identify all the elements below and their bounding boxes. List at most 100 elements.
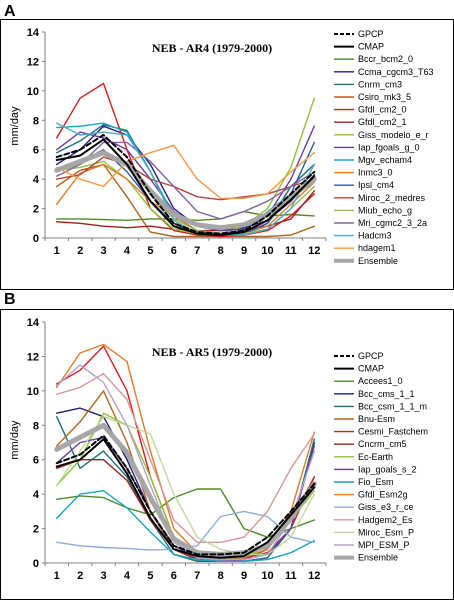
panel-a-series — [54, 82, 317, 238]
panel-b-legend-label-gfdl-esm2g: Gfdl_Esm2g — [358, 490, 408, 500]
panel-a-legend-label-miroc-2-medres: Miroc_2_medres — [358, 193, 426, 203]
panel-b-y-tick-label: 0 — [33, 558, 39, 570]
panel-b-y-tick-label: 4 — [33, 489, 40, 501]
panel-a-y-tick-label: 6 — [33, 145, 39, 157]
panel-a-y-tick-label: 12 — [27, 56, 39, 68]
panel-a-x-tick-label: 4 — [124, 245, 131, 257]
panel-a-x-ticks: 1 2 3 4 5 6 7 8 9 10 11 12 — [44, 238, 327, 257]
panel-b-series-fio-esm — [56, 490, 315, 562]
panel-a-series-miroc-2-medres — [56, 156, 315, 201]
panel-a-legend-label-cmap: CMAP — [358, 42, 384, 52]
panel-a-legend-label-cnrm-cm3: Cnrm_cm3 — [358, 79, 402, 89]
panel-a-legend-label-mgv-echam4: Mgv_echam4 — [358, 155, 412, 165]
panel-a-y-tick-label: 10 — [27, 86, 39, 98]
panel-a-x-tick-label: 10 — [261, 245, 273, 257]
panel-b-legend-label-iap-goals-s-2: Iap_goals_s_2 — [358, 464, 417, 474]
panel-a-legend-label-iap-fgoals-g-0: Iap_fgoals_g_0 — [358, 142, 420, 152]
panel-b-series — [54, 343, 317, 562]
panel-a-y-ticks: 0 2 4 6 8 10 12 14 — [27, 27, 45, 245]
panel-a-legend-label-bccr-bcm2-0: Bccr_bcm2_0 — [358, 54, 413, 64]
panel-b-legend-label-cncrm-cm5: Cncrm_cm5 — [358, 439, 407, 449]
panel-b-legend-label-bcc-cms-1-1: Bcc_cms_1_1 — [358, 389, 415, 399]
panel-a-legend-label-mri-cgmc2-3-2a: Mri_cgmc2_3_2a — [358, 218, 427, 228]
panel-a-x-tick-label: 3 — [100, 245, 106, 257]
panel-a-legend-label-inmc3-0: Inmc3_0 — [358, 168, 393, 178]
panel-a-series-giss-modelo-e-r — [56, 97, 315, 235]
panel-b-x-tick-label: 6 — [171, 570, 177, 582]
panel-b-y-tick-label: 6 — [33, 455, 39, 467]
panel-b-x-tick-label: 3 — [100, 570, 106, 582]
panel-a-legend-label-giss-modelo-e-r: Giss_modelo_e_r — [358, 130, 429, 140]
panel-b-y-tick-label: 2 — [33, 524, 39, 536]
panel-b-legend-label-mpi-esm-p: MPI_ESM_P — [358, 540, 410, 550]
panel-a-x-tick-label: 7 — [194, 245, 200, 257]
panel-b-legend-label-ensemble: Ensemble — [358, 553, 398, 563]
panel-a-legend-label-gpcp: GPCP — [358, 29, 384, 39]
panel-b-letter: B — [4, 291, 16, 308]
panel-a-letter: A — [4, 3, 16, 20]
panel-a-legend: GPCP CMAP Bccr_bcm2_0 Ccma_cgcm3_T63 Cnrm_cm… — [334, 29, 434, 266]
panel-a-series-gfdl-cm2-0 — [56, 82, 315, 238]
panel-a-series-gpcp — [55, 134, 316, 235]
panel-b-series-gpcp — [55, 434, 316, 556]
panel-b-series-mpi-esm-p — [56, 364, 315, 561]
panel-b-legend-label-hadgem2-es: Hadgem2_Es — [358, 515, 413, 525]
panel-b-x-ticks: 1 2 3 4 5 6 7 8 9 10 11 12 — [44, 563, 327, 582]
panel-a-series-inmc3-0 — [56, 163, 315, 235]
panel-b: B mm/day NEB - AR5 (1979-2000) 024681012… — [0, 291, 454, 600]
panel-b-y-tick-label: 8 — [33, 420, 39, 432]
panel-b-x-tick-label: 5 — [147, 570, 153, 582]
panel-b-x-tick-label: 9 — [241, 570, 247, 582]
panel-b-legend-label-bcc-csm-1-1-m: Bcc_csm_1_1_m — [358, 401, 427, 411]
panel-b-series-accees1-0 — [56, 488, 315, 538]
panel-a-legend-label-csiro-mk3-5: Csiro_mk3_5 — [358, 92, 411, 102]
panel-a-x-tick-label: 12 — [308, 245, 320, 257]
panel-a-legend-label-hadcm3: Hadcm3 — [358, 231, 392, 241]
panel-a-legend-label-ccma-cgcm3-t63: Ccma_cgcm3_T63 — [358, 67, 434, 77]
panel-b-legend-label-fio-esm: Fio_Esm — [358, 477, 394, 487]
panel-b-legend-label-cmap: CMAP — [358, 364, 384, 374]
panel-a-x-tick-label: 2 — [77, 245, 83, 257]
panel-b-series-miroc-esm-p — [56, 416, 315, 556]
panel-a-x-tick-label: 5 — [147, 245, 153, 257]
panel-a-legend-label-miub-echo-g: Miub_echo_g — [358, 205, 412, 215]
panel-b-y-axis-label: mm/day — [9, 420, 21, 460]
panel-b-x-tick-label: 8 — [218, 570, 224, 582]
panel-a-y-axis-label: mm/day — [9, 106, 21, 146]
panel-a-y-tick-label: 14 — [27, 27, 40, 39]
panel-a-x-tick-label: 9 — [241, 245, 247, 257]
panel-a-y-tick-label: 8 — [33, 115, 39, 127]
panel-b-y-tick-label: 14 — [27, 317, 40, 329]
panel-b-x-tick-label: 11 — [285, 570, 297, 582]
panel-b-legend: GPCP CMAP Accees1_0 Bcc_cms_1_1 Bcc_csm_1_1_… — [334, 351, 428, 563]
panel-b-y-tick-label: 12 — [27, 351, 39, 363]
panel-a-legend-label-ensemble: Ensemble — [358, 256, 398, 266]
panel-b-legend-label-gpcp: GPCP — [358, 351, 384, 361]
panel-a-series-hdagem1 — [56, 144, 315, 200]
panel-a-y-tick-label: 0 — [33, 233, 39, 245]
panel-b-legend-label-accees1-0: Accees1_0 — [358, 376, 403, 386]
panel-b-series-hadgem2-es — [56, 372, 315, 543]
panel-b-x-tick-label: 2 — [77, 570, 83, 582]
panel-a-legend-label-hdagem1: hdagem1 — [358, 243, 396, 253]
panel-a-y-tick-label: 2 — [33, 204, 39, 216]
panel-a-legend-label-gfdl-cm2-0: Gfdl_cm2_0 — [358, 105, 407, 115]
panel-b-x-tick-label: 12 — [308, 570, 320, 582]
panel-b-legend-label-cesmi-fastchem: Cesmi_Fastchem — [358, 427, 428, 437]
panel-a-x-tick-label: 8 — [218, 245, 224, 257]
panel-b-legend-label-giss-e3-r-ce: Giss_e3_r_ce — [358, 502, 414, 512]
panel-b-series-bcc-csm-1-1-m — [56, 416, 315, 562]
panel-a: A mm/day NEB - AR4 (1979-2000) 024681012… — [0, 3, 454, 290]
panel-b-legend-label-ec-earth: Ec-Earth — [358, 452, 393, 462]
panel-b-y-ticks: 0 2 4 6 8 10 12 14 — [27, 317, 45, 570]
panel-b-x-tick-label: 4 — [124, 570, 131, 582]
panel-a-title: NEB - AR4 (1979-2000) — [152, 41, 272, 55]
panel-a-y-tick-label: 4 — [33, 174, 40, 186]
panel-b-legend-label-bnu-esm: Bnu-Esm — [358, 414, 395, 424]
panel-a-series-mri-cgmc2-3-2a — [56, 141, 315, 220]
panel-b-x-tick-label: 7 — [194, 570, 200, 582]
panel-a-legend-label-gfdl-cm2-1: Gfdl_cm2_1 — [358, 117, 407, 127]
panel-a-x-tick-label: 6 — [171, 245, 177, 257]
panel-a-x-tick-label: 1 — [54, 245, 60, 257]
